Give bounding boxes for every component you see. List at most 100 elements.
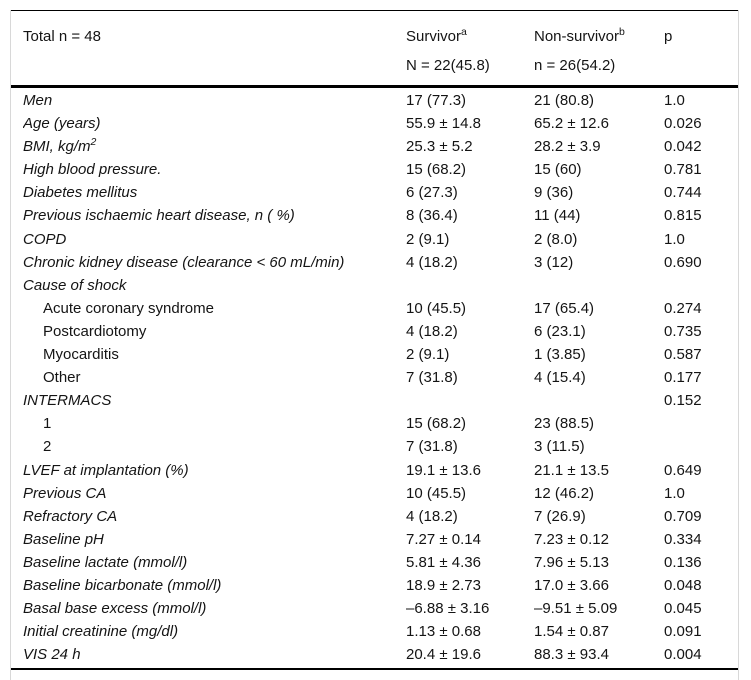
nonsurvivor-value: 21.1 ± 13.5 (534, 461, 609, 479)
row-label: 2 (23, 435, 406, 458)
p-value: 1.0 (664, 230, 685, 248)
p-value: 0.274 (664, 299, 702, 317)
p-value (664, 274, 738, 297)
table-row: BMI, kg/m2 25.3 ± 5.2 28.2 ± 3.9 0.042 (11, 135, 738, 158)
nonsurvivor-value: 6 (23.1) (534, 322, 586, 340)
survivor-value: 4 (18.2) (406, 507, 458, 525)
row-label-text: Previous CA (23, 484, 107, 502)
survivor-value: 15 (68.2) (406, 415, 467, 433)
row-label: Refractory CA (23, 505, 406, 528)
nonsurvivor-value: 4 (15.4) (534, 369, 586, 387)
header-survivor-n: N = 22(45.8) (406, 57, 490, 74)
row-label: Basal base excess (mmol/l) (23, 597, 406, 620)
survivor-value: 7 (31.8) (406, 369, 458, 387)
row-label-text: Myocarditis (43, 346, 119, 364)
header-nonsurvivor-column: Non-survivorb n = 26(54.2) (534, 24, 664, 78)
p-value: 0.045 (664, 600, 702, 618)
p-value: 0.744 (664, 184, 702, 202)
p-value: 0.334 (664, 530, 702, 548)
row-label-text: 1 (43, 415, 52, 433)
nonsurvivor-value: 21 (80.8) (534, 92, 595, 109)
survivor-value (406, 274, 534, 297)
p-value: 0.815 (664, 207, 702, 225)
header-p-column: p (664, 24, 738, 78)
nonsurvivor-value: 2 (8.0) (534, 230, 578, 248)
table-row: Previous CA 10 (45.5) 12 (46.2) 1.0 (11, 482, 738, 505)
nonsurvivor-value: 11 (44) (534, 207, 581, 225)
p-value: 0.004 (664, 646, 702, 664)
row-label: VIS 24 h (23, 643, 406, 666)
row-label: Chronic kidney disease (clearance < 60 m… (23, 251, 406, 274)
nonsurvivor-value: 17.0 ± 3.66 (534, 576, 609, 594)
row-label-text: 2 (43, 438, 52, 456)
header-nonsurvivor-text: Non-survivor (534, 28, 620, 45)
table-row: 1 15 (68.2) 23 (88.5) (11, 412, 738, 435)
row-label-text: Postcardiotomy (43, 322, 147, 340)
survivor-value: 7 (31.8) (406, 438, 458, 456)
table-row: Men 17 (77.3) 21 (80.8) 1.0 (11, 89, 738, 112)
table-row: Baseline pH 7.27 ± 0.14 7.23 ± 0.12 0.334 (11, 528, 738, 551)
header-survivor-text: Survivor (406, 28, 462, 45)
nonsurvivor-value: 23 (88.5) (534, 415, 595, 433)
survivor-value: 10 (45.5) (406, 484, 467, 502)
row-label-text: LVEF at implantation (%) (23, 461, 189, 479)
row-label-superscript: 2 (90, 136, 97, 149)
row-label-text: Initial creatinine (mg/dl) (23, 623, 179, 641)
survivor-value: 8 (36.4) (406, 207, 458, 225)
row-label: Baseline pH (23, 528, 406, 551)
row-label: Myocarditis (23, 343, 406, 366)
row-label-text: Men (23, 92, 53, 109)
figure-bottom-margin (11, 670, 738, 680)
row-label: Previous ischaemic heart disease, n ( %) (23, 204, 406, 227)
header-total-column: Total n = 48 (23, 24, 406, 78)
survivor-value: 10 (45.5) (406, 299, 467, 317)
survivor-value: 6 (27.3) (406, 184, 458, 202)
table-row: Other 7 (31.8) 4 (15.4) 0.177 (11, 366, 738, 389)
row-label: INTERMACS (23, 389, 406, 412)
survivor-value: 4 (18.2) (406, 253, 458, 271)
row-label-text: Diabetes mellitus (23, 184, 138, 202)
nonsurvivor-value: 65.2 ± 12.6 (534, 115, 609, 133)
row-label-text: VIS 24 h (23, 646, 81, 664)
table-row: Initial creatinine (mg/dl) 1.13 ± 0.68 1.5… (11, 620, 738, 643)
row-label: COPD (23, 228, 406, 251)
row-label-text: Basal base excess (mmol/l) (23, 600, 207, 618)
row-label: Men (23, 89, 406, 112)
p-value (664, 412, 738, 435)
row-label: Postcardiotomy (23, 320, 406, 343)
row-label: Baseline lactate (mmol/l) (23, 551, 406, 574)
p-value: 0.735 (664, 322, 702, 340)
row-label-text: Baseline bicarbonate (mmol/l) (23, 576, 222, 594)
nonsurvivor-footnote-marker: b (619, 26, 625, 38)
survivor-value: 7.27 ± 0.14 (406, 530, 481, 548)
nonsurvivor-value: –9.51 ± 5.09 (534, 600, 618, 618)
nonsurvivor-value: 88.3 ± 93.4 (534, 646, 609, 664)
p-value: 1.0 (664, 484, 685, 502)
header-survivor-column: Survivora N = 22(45.8) (406, 24, 534, 78)
p-value: 0.136 (664, 553, 702, 571)
survivor-value: 18.9 ± 2.73 (406, 576, 481, 594)
header-nonsurvivor-label: Non-survivorb (534, 24, 664, 50)
p-value: 0.709 (664, 507, 702, 525)
table-row: Cause of shock (11, 274, 738, 297)
p-value: 0.649 (664, 461, 702, 479)
nonsurvivor-value: 3 (11.5) (534, 438, 585, 456)
nonsurvivor-value: 1 (3.85) (534, 346, 586, 364)
row-label-text: Previous ischaemic heart disease, n ( %) (23, 207, 295, 225)
nonsurvivor-value: 28.2 ± 3.9 (534, 138, 601, 156)
nonsurvivor-value: 12 (46.2) (534, 484, 595, 502)
p-value: 0.048 (664, 576, 702, 594)
row-label: Previous CA (23, 482, 406, 505)
survivor-value: 15 (68.2) (406, 161, 467, 179)
row-label-text: Chronic kidney disease (clearance < 60 m… (23, 253, 345, 271)
table-row: Postcardiotomy 4 (18.2) 6 (23.1) 0.735 (11, 320, 738, 343)
survivor-value: –6.88 ± 3.16 (406, 600, 490, 618)
row-label: Age (years) (23, 112, 406, 135)
table-row: Age (years) 55.9 ± 14.8 65.2 ± 12.6 0.026 (11, 112, 738, 135)
header-p-spacer (664, 54, 738, 78)
row-label: Acute coronary syndrome (23, 297, 406, 320)
row-label-text: Baseline lactate (mmol/l) (23, 553, 188, 571)
table-row: Basal base excess (mmol/l) –6.88 ± 3.16 –9… (11, 597, 738, 620)
row-label: LVEF at implantation (%) (23, 459, 406, 482)
table-body: Men 17 (77.3) 21 (80.8) 1.0 Age (years) 55.9 … (11, 88, 738, 671)
